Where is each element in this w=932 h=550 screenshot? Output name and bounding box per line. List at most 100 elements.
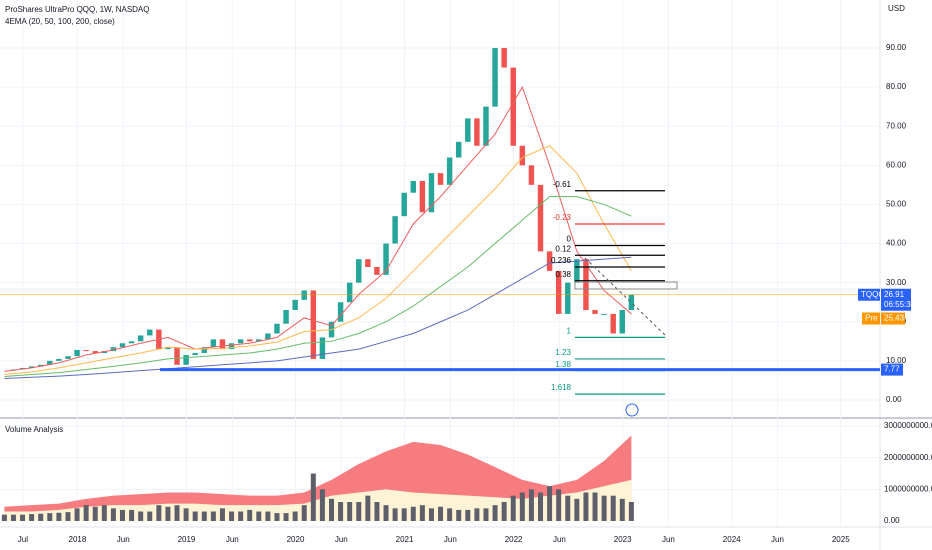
candle: [183, 355, 189, 365]
candle: [210, 339, 217, 348]
x-tick-label: 2022: [505, 535, 523, 544]
candle: [392, 216, 398, 244]
candle: [528, 165, 535, 185]
candle: [565, 282, 571, 314]
candle: [219, 339, 226, 350]
volume-bar: [410, 506, 416, 522]
candle: [519, 145, 526, 166]
volume-bar: [83, 505, 89, 522]
volume-bar: [238, 511, 244, 522]
x-tick-label: 2021: [396, 535, 414, 544]
candle: [174, 347, 180, 365]
volume-bar: [329, 498, 334, 522]
y-tick-label: 60.00: [886, 160, 907, 169]
candle: [37, 364, 44, 367]
y-tick-label: 0.00: [886, 395, 902, 404]
volume-bar: [110, 508, 116, 522]
volume-bar: [274, 513, 280, 522]
volume-bar: [165, 506, 171, 522]
candle: [428, 173, 435, 213]
candle: [346, 282, 353, 303]
pre-symbol: Pre: [865, 314, 878, 323]
candle: [446, 157, 453, 185]
volume-bar: [610, 495, 616, 522]
candle: [292, 299, 298, 311]
x-tick-label: 2024: [723, 535, 741, 544]
volume-bar: [129, 509, 135, 522]
volume-bar: [210, 511, 216, 522]
volume-bar: [619, 498, 625, 522]
ema-line: [4, 145, 632, 376]
candle: [256, 339, 262, 342]
symbol-tag: [858, 288, 880, 301]
x-tick-label: Jun: [117, 535, 130, 544]
candle: [337, 302, 344, 322]
countdown: 06:55:34: [884, 300, 916, 309]
fib-label: 0.38: [555, 270, 571, 279]
x-tick-label: Jul: [18, 535, 28, 544]
y-tick-label: 3000000000.00: [884, 421, 932, 430]
volume-bar: [138, 511, 144, 522]
y-tick-label: 1000000000.00: [884, 484, 932, 493]
candle: [465, 118, 471, 142]
volume-bar: [92, 506, 98, 522]
candle: [619, 310, 626, 334]
candle: [192, 353, 198, 356]
volume-bar: [147, 511, 153, 522]
volume-bar: [1, 514, 7, 522]
volume-bar: [528, 489, 534, 522]
candle: [283, 310, 289, 324]
volume-bar: [56, 512, 62, 522]
trend-line: [584, 257, 666, 336]
y-tick-label: 30.00: [886, 278, 907, 287]
candle: [147, 329, 153, 336]
volume-bar: [283, 513, 289, 522]
candle: [583, 259, 589, 311]
volume-bar: [29, 514, 35, 522]
volume-bar: [219, 508, 225, 522]
volume-bar: [583, 492, 589, 522]
volume-bar: [510, 495, 516, 522]
fib-label: 0.236: [551, 256, 572, 265]
volume-bar: [438, 506, 444, 522]
volume-bar: [628, 502, 634, 522]
price-tag: [881, 288, 911, 311]
ema-line: [4, 256, 632, 379]
candle: [237, 339, 244, 344]
y-tick-label: 2000000000.00: [884, 453, 932, 462]
x-tick-label: Jun: [226, 535, 239, 544]
volume-bar: [601, 495, 607, 522]
candle: [319, 337, 326, 359]
volume-bar: [374, 502, 380, 522]
candle: [110, 347, 117, 352]
x-tick-label: 2019: [178, 535, 196, 544]
volume-bar: [365, 495, 371, 522]
candle: [265, 333, 271, 340]
volume-bar: [47, 513, 53, 522]
candle: [537, 184, 544, 252]
x-tick-label: Jun: [553, 535, 566, 544]
alert-icon[interactable]: [625, 403, 639, 417]
x-tick-label: Jun: [771, 535, 784, 544]
candle: [128, 341, 135, 344]
candle: [47, 360, 53, 365]
volume-bar: [347, 502, 353, 522]
candle: [137, 335, 144, 342]
volume-bar: [310, 473, 316, 522]
price-label: 26.91: [884, 290, 905, 299]
pre-price-tag: [881, 312, 905, 325]
volume-bar: [183, 508, 189, 522]
candle: [492, 47, 498, 107]
volume-bar: [492, 505, 498, 522]
volume-bar: [201, 511, 207, 522]
candle: [356, 259, 362, 283]
volume-bar: [556, 489, 562, 522]
y-tick-label: 0.00: [884, 516, 900, 525]
volume-bar: [565, 495, 571, 522]
candle: [310, 290, 317, 359]
volume-bar: [483, 508, 489, 522]
x-tick-label: 2018: [69, 535, 87, 544]
volume-bar: [119, 509, 125, 522]
candle: [301, 290, 307, 300]
